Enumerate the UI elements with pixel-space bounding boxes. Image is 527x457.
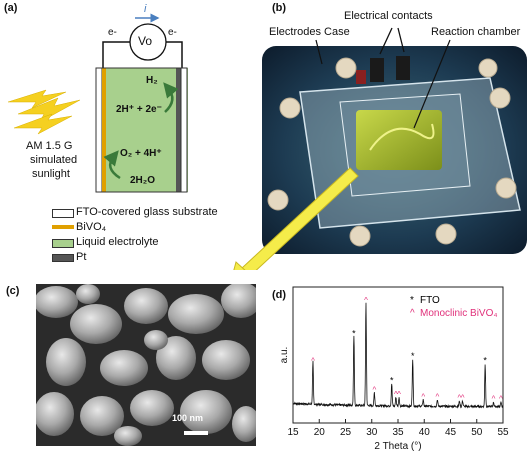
electrodes-case-label: Electrodes Case bbox=[269, 26, 350, 38]
reaction-h2: H₂ bbox=[146, 75, 158, 86]
fto-peak-marker: * bbox=[390, 376, 394, 386]
x-tick-label: 30 bbox=[366, 427, 378, 438]
x-tick-label: 40 bbox=[419, 427, 431, 438]
bivo4-peak-marker: ^ bbox=[458, 393, 462, 402]
electron-right: e- bbox=[168, 27, 177, 38]
bivo4-peak-marker: ^ bbox=[499, 395, 503, 404]
y-axis-label: a.u. bbox=[279, 347, 290, 364]
reaction-arrow-bottom bbox=[103, 150, 121, 180]
light-line1: AM 1.5 G bbox=[26, 140, 73, 152]
legend-label: BiVO₄ bbox=[76, 221, 107, 233]
x-tick-label: 25 bbox=[340, 427, 352, 438]
bivo4-peak-marker: ^ bbox=[461, 393, 465, 402]
bivo4-peak-marker: ^ bbox=[311, 356, 315, 365]
bivo4-peak-marker: ^ bbox=[372, 386, 376, 395]
meter-label: Vo bbox=[138, 34, 153, 48]
reaction-chamber-label: Reaction chamber bbox=[431, 26, 521, 38]
sem-image bbox=[36, 284, 256, 446]
x-tick-label: 55 bbox=[497, 427, 509, 438]
legend-label: Pt bbox=[76, 251, 87, 263]
electrical-contacts-label: Electrical contacts bbox=[344, 10, 433, 22]
voltmeter bbox=[129, 23, 167, 61]
reaction-cathode: 2H⁺ + 2e⁻ bbox=[116, 104, 162, 115]
pointer-arrow bbox=[233, 167, 359, 270]
legend-label: Monoclinic BiVO₄ bbox=[420, 308, 497, 319]
reaction-o2: O₂ + 4H⁺ bbox=[120, 148, 162, 159]
panel-d-label: (d) bbox=[272, 289, 287, 301]
legend-marker: ^ bbox=[410, 308, 415, 319]
bivo4-peak-marker: ^ bbox=[435, 392, 439, 401]
electron-left: e- bbox=[108, 27, 117, 38]
legend-swatch bbox=[52, 209, 74, 218]
panel-a-label: (a) bbox=[4, 2, 18, 14]
bivo4-peak-marker: ^ bbox=[421, 392, 425, 401]
panel-b-label: (b) bbox=[272, 2, 287, 14]
bivo4-peak-marker: ^ bbox=[364, 296, 368, 305]
reaction-arrow-top bbox=[163, 82, 179, 113]
legend-swatch bbox=[52, 225, 74, 229]
x-tick-label: 35 bbox=[392, 427, 404, 438]
fto-peak-marker: * bbox=[483, 355, 487, 365]
light-line3: sunlight bbox=[32, 168, 70, 180]
x-tick-label: 15 bbox=[287, 427, 299, 438]
xrd-trace bbox=[292, 302, 504, 409]
bivo4-peak-marker: ^ bbox=[394, 390, 398, 399]
x-tick-label: 20 bbox=[314, 427, 326, 438]
legend-label: Liquid electrolyte bbox=[76, 236, 159, 248]
scalebar bbox=[184, 431, 208, 435]
fto-peak-marker: * bbox=[352, 329, 356, 339]
legend-marker: * bbox=[410, 295, 414, 306]
legend-label: FTO-covered glass substrate bbox=[76, 206, 218, 218]
light-line2: simulated bbox=[30, 154, 78, 166]
reaction-water: 2H₂O bbox=[130, 175, 156, 186]
legend-swatch bbox=[52, 254, 74, 262]
x-tick-label: 45 bbox=[445, 427, 457, 438]
cell-schematic bbox=[7, 13, 188, 193]
bivo4-layer bbox=[102, 68, 106, 192]
reactor-photo bbox=[233, 27, 527, 270]
current-label: i bbox=[144, 3, 147, 15]
bivo4-peak-marker: ^ bbox=[397, 390, 401, 399]
x-tick-label: 50 bbox=[471, 427, 483, 438]
bivo4-peak-marker: ^ bbox=[492, 395, 496, 404]
legend-swatch bbox=[52, 239, 74, 248]
legend-label: FTO bbox=[420, 295, 440, 306]
scalebar-label: 100 nm bbox=[172, 413, 204, 423]
fto-peak-marker: * bbox=[411, 351, 415, 361]
x-axis-label: 2 Theta (°) bbox=[374, 441, 421, 452]
sunlight-icon bbox=[7, 89, 81, 135]
panel-c-label: (c) bbox=[6, 285, 20, 297]
pt-electrode bbox=[176, 68, 181, 192]
